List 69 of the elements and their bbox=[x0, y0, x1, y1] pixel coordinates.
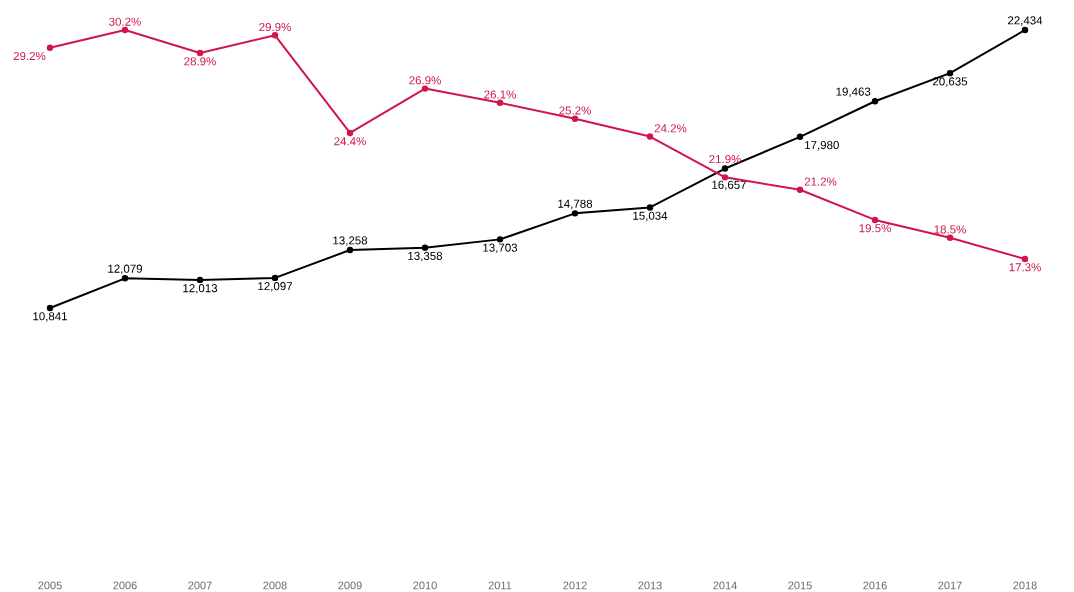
point bbox=[346, 246, 354, 254]
point bbox=[496, 99, 504, 106]
data-label: 20,635 bbox=[933, 77, 968, 87]
point bbox=[496, 236, 504, 243]
x-tick-label: 2015 bbox=[788, 581, 812, 590]
point bbox=[421, 244, 429, 251]
x-tick-label: 2006 bbox=[113, 581, 137, 590]
data-label: 28.9% bbox=[184, 57, 216, 66]
point bbox=[871, 216, 879, 224]
data-label: 15,034 bbox=[633, 211, 668, 222]
data-label: 14,788 bbox=[558, 199, 593, 210]
data-label: 22,434 bbox=[1008, 16, 1043, 26]
point bbox=[1021, 26, 1029, 34]
data-label: 19.5% bbox=[859, 224, 891, 233]
data-label: 26.1% bbox=[484, 90, 516, 99]
x-tick-label: 2007 bbox=[188, 581, 212, 590]
data-label: 16,657 bbox=[712, 180, 747, 191]
point bbox=[421, 85, 429, 92]
x-tick-label: 2012 bbox=[563, 581, 587, 590]
data-label: 17,980 bbox=[805, 141, 839, 151]
data-label: 30.2% bbox=[109, 17, 141, 26]
data-label: 24.2% bbox=[654, 124, 687, 133]
x-tick-label: 2008 bbox=[263, 581, 287, 590]
x-tick-label: 2016 bbox=[863, 581, 887, 590]
x-tick-label: 2018 bbox=[1013, 581, 1037, 590]
point bbox=[46, 304, 54, 312]
data-label: 26.9% bbox=[409, 76, 441, 85]
point bbox=[271, 32, 279, 39]
data-label: 13,258 bbox=[333, 236, 368, 246]
data-label: 13,703 bbox=[483, 243, 518, 254]
x-tick-label: 2011 bbox=[488, 581, 512, 590]
point bbox=[571, 115, 579, 122]
point bbox=[196, 49, 204, 57]
x-tick-label: 2009 bbox=[338, 581, 362, 590]
point bbox=[196, 276, 204, 284]
data-label: 21.2% bbox=[804, 177, 837, 186]
point bbox=[796, 186, 804, 193]
point bbox=[946, 234, 954, 241]
point bbox=[796, 133, 804, 141]
point bbox=[1021, 255, 1029, 263]
point bbox=[346, 129, 354, 137]
x-tick-label: 2013 bbox=[638, 581, 662, 590]
point bbox=[121, 275, 129, 282]
data-label: 19,463 bbox=[836, 87, 871, 98]
x-tick-label: 2005 bbox=[38, 581, 62, 590]
data-label: 21.9% bbox=[709, 154, 741, 164]
data-label: 24.4% bbox=[334, 137, 366, 146]
data-label: 25.2% bbox=[559, 106, 591, 115]
data-label: 18.5% bbox=[934, 225, 966, 234]
point bbox=[121, 26, 129, 34]
x-tick-label: 2010 bbox=[413, 581, 437, 590]
data-label: 10,841 bbox=[33, 312, 68, 322]
point bbox=[721, 165, 729, 172]
data-label: 12,097 bbox=[258, 282, 293, 292]
point bbox=[871, 98, 879, 105]
point bbox=[646, 204, 654, 211]
data-label: 12,013 bbox=[183, 284, 218, 294]
data-label: 29.2% bbox=[13, 51, 46, 61]
point bbox=[271, 274, 279, 282]
point bbox=[571, 210, 579, 217]
x-tick-label: 2014 bbox=[713, 581, 737, 590]
data-label: 29.9% bbox=[259, 22, 291, 32]
data-label: 17.3% bbox=[1009, 263, 1041, 272]
point bbox=[946, 69, 954, 77]
data-label: 12,079 bbox=[108, 264, 143, 275]
point bbox=[646, 133, 654, 140]
point bbox=[46, 44, 54, 51]
x-tick-label: 2017 bbox=[938, 581, 962, 590]
data-label: 13,358 bbox=[408, 251, 443, 262]
